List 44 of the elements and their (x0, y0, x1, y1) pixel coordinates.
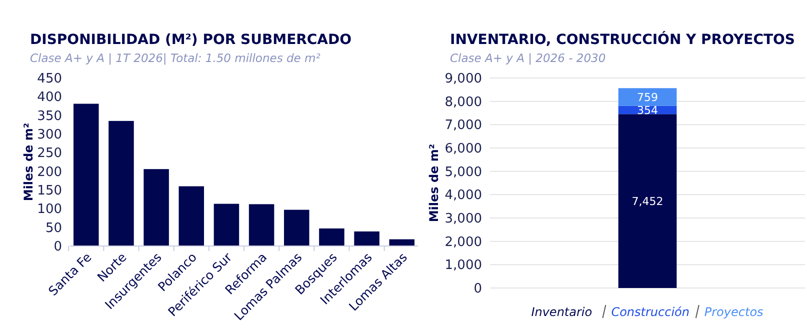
bar (389, 239, 414, 246)
bar (319, 228, 344, 246)
data-label: 759 (637, 91, 658, 104)
text: Inventario (531, 305, 592, 319)
chart-title: INVENTARIO, CONSTRUCCIÓN Y PROYECTOS (450, 31, 796, 48)
y-tick-label: 8,000 (444, 94, 482, 110)
bar (284, 210, 310, 246)
bar (108, 120, 134, 246)
y-tick-label: 450 (37, 72, 62, 86)
bar (618, 114, 677, 288)
text: Construcción (611, 305, 690, 319)
chart-subtitle: Clase A+ y A | 1T 2026| Total: 1.50 millones de m² (30, 51, 321, 65)
y-tick-label: 4,000 (444, 188, 482, 204)
chart-subtitle: Clase A+ y A | 2026 - 2030 (450, 51, 606, 65)
bar (248, 204, 274, 246)
y-tick-label: 5,000 (444, 164, 482, 180)
bar (214, 204, 240, 246)
y-tick-label: 200 (37, 164, 62, 180)
y-tick-label: 9,000 (444, 72, 482, 86)
bar (144, 169, 169, 246)
bar (618, 88, 677, 106)
y-axis-title: Miles de m² (427, 144, 441, 222)
y-axis-title: Miles de m² (21, 122, 36, 202)
y-tick-label: 150 (37, 184, 62, 198)
y-tick-label: 100 (37, 202, 62, 218)
y-tick-label: 6,000 (444, 142, 482, 156)
data-label: 7,452 (632, 195, 664, 208)
y-tick-label: 300 (37, 128, 62, 142)
y-tick-label: 0 (54, 240, 62, 254)
bar (178, 186, 204, 246)
y-tick-label: 350 (37, 108, 62, 124)
y-tick-label: 7,000 (444, 118, 482, 134)
bar (74, 104, 99, 246)
data-label: 354 (637, 104, 658, 117)
y-tick-label: 0 (474, 282, 482, 296)
text: Proyectos (704, 305, 764, 319)
y-tick-label: 250 (37, 146, 62, 162)
y-tick-label: 3,000 (444, 212, 482, 226)
chart-title: DISPONIBILIDAD (M²) POR SUBMERCADO (30, 32, 352, 48)
y-tick-label: 2,000 (444, 234, 482, 250)
y-tick-label: 1,000 (444, 258, 482, 274)
bar (354, 231, 380, 246)
y-tick-label: 50 (45, 220, 62, 236)
y-tick-label: 400 (37, 90, 62, 106)
